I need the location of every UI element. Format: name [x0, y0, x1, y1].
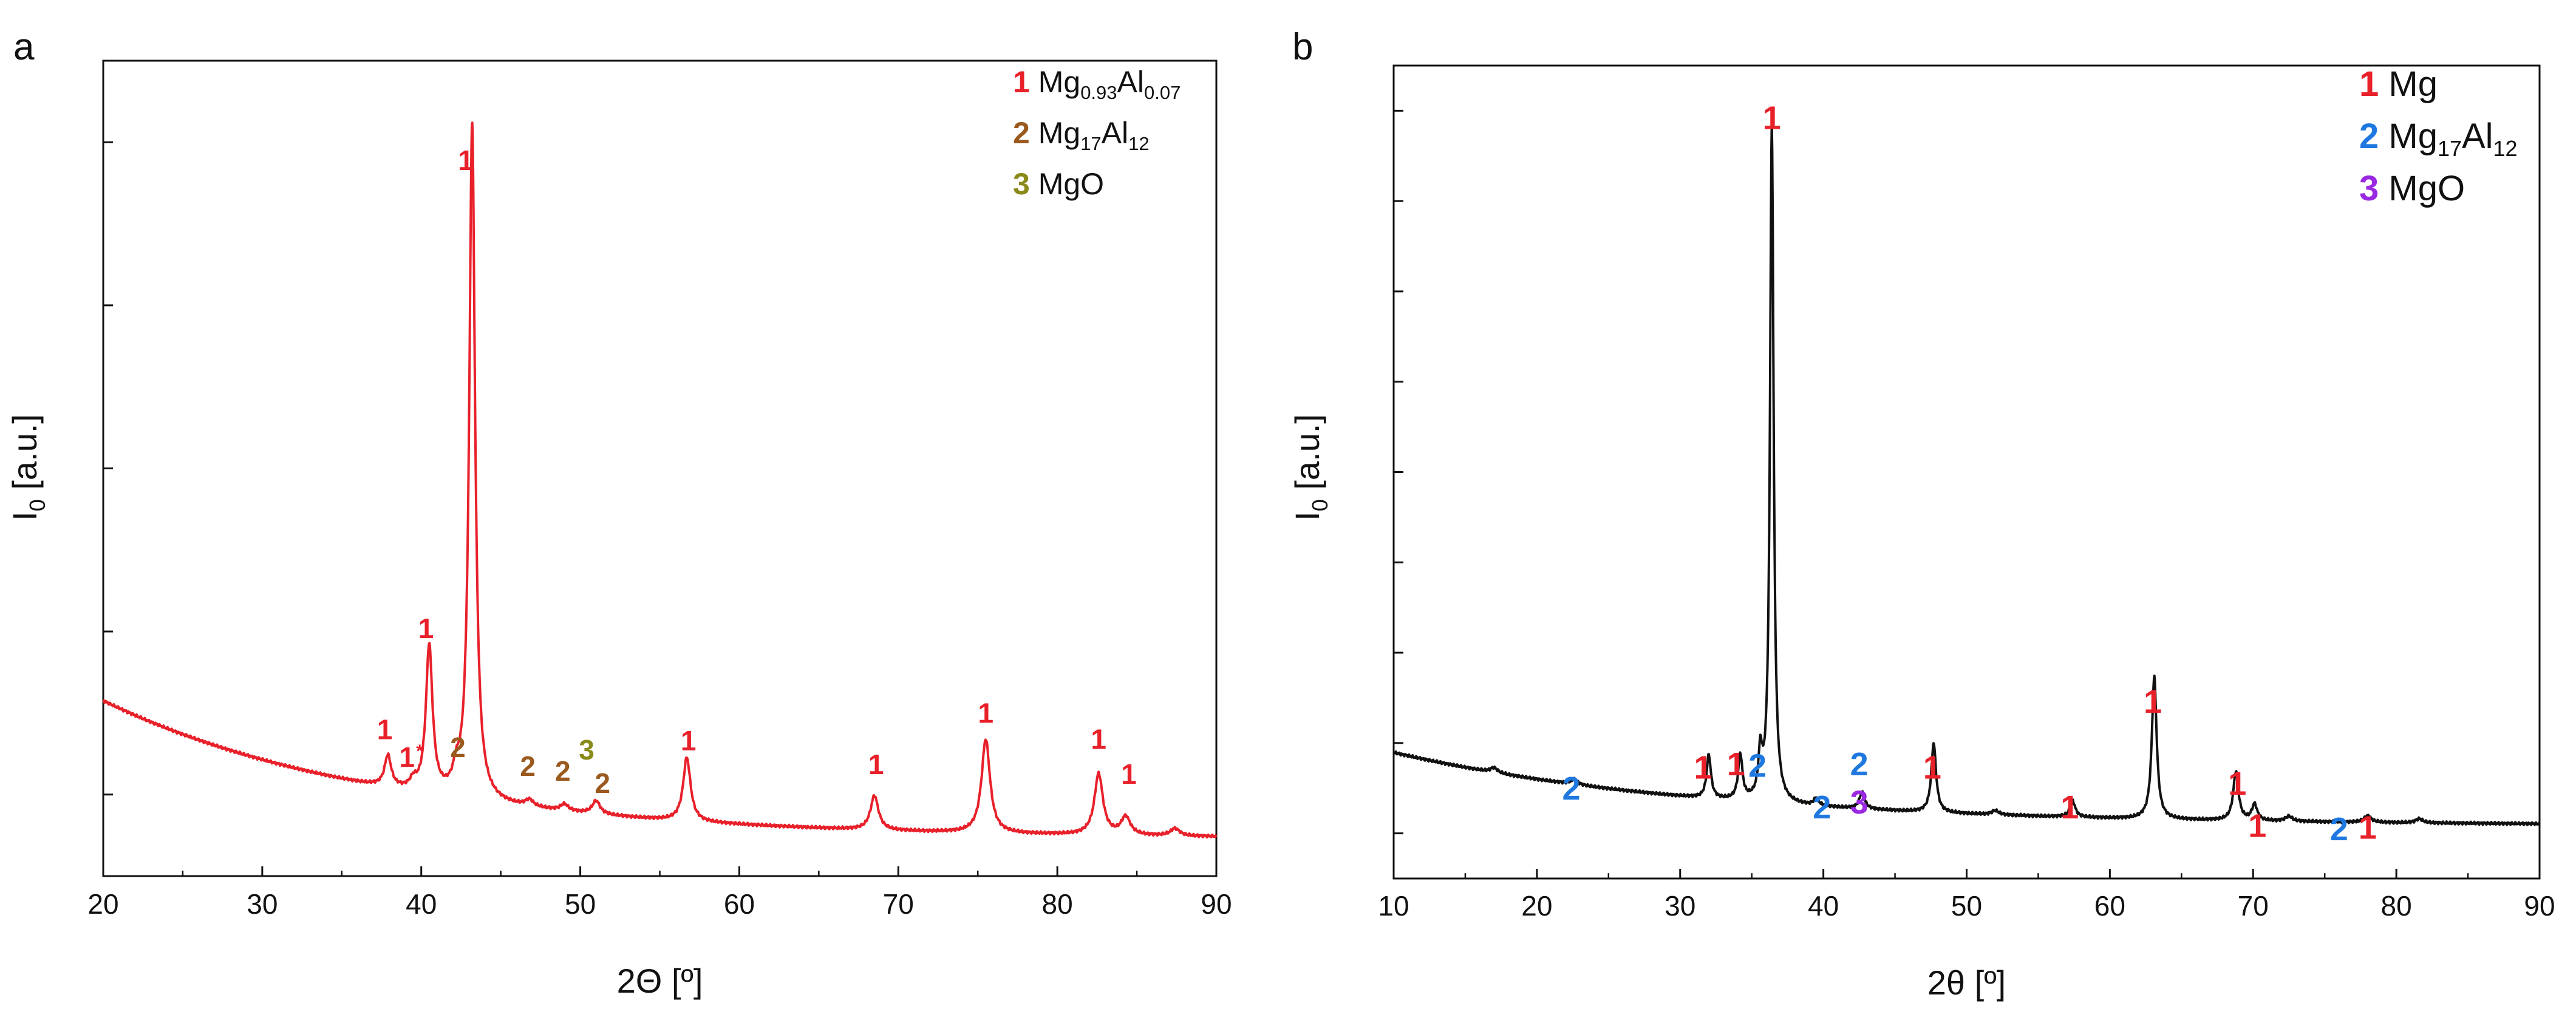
x-tick-label: 90	[2524, 890, 2555, 922]
x-tick-label: 60	[724, 888, 755, 920]
peak-label: *	[416, 741, 423, 761]
peak-label: 2	[1813, 789, 1831, 826]
legend-entry: 1 Mg	[2359, 64, 2438, 104]
peak-label: 2	[450, 732, 466, 763]
peak-label: 1	[2248, 808, 2266, 845]
peak-label: 1	[1923, 749, 1941, 786]
x-tick-label: 30	[1665, 890, 1695, 922]
peak-label: 1	[1091, 723, 1106, 755]
y-axis-label: I0 [a.u.]	[5, 414, 50, 521]
peak-label: 2	[595, 767, 610, 799]
peak-label: 2	[555, 755, 571, 787]
peak-label: 3	[1850, 784, 1869, 821]
peak-label: 1	[1694, 749, 1712, 786]
peak-label: 3	[579, 734, 595, 766]
panel-b-label: b	[1292, 26, 1313, 68]
legend-entry: 2 Mg17Al12	[2359, 117, 2518, 161]
x-axis-label: 2θ [º]	[1927, 964, 2006, 1002]
x-tick-label: 50	[565, 888, 596, 920]
peak-label: 1	[377, 713, 393, 745]
x-tick-label: 80	[1042, 888, 1073, 920]
x-tick-label: 70	[883, 888, 914, 920]
peak-label: 1	[868, 749, 884, 780]
x-tick-label: 70	[2238, 890, 2269, 922]
peak-label: 1	[1727, 746, 1745, 783]
x-tick-label: 60	[2094, 890, 2125, 922]
x-tick-label: 50	[1951, 890, 1982, 922]
peak-label: 1	[418, 613, 434, 644]
peak-label: 1	[1121, 758, 1137, 790]
panel-a-label: a	[13, 26, 35, 68]
x-tick-label: 30	[247, 888, 278, 920]
peak-label: 2	[1562, 770, 1580, 807]
peak-label: 2	[1850, 746, 1869, 783]
peak-label: 1	[458, 144, 474, 176]
x-tick-label: 80	[2381, 890, 2412, 922]
y-axis-label: I0 [a.u.]	[1288, 414, 1332, 521]
peak-label: 1	[2228, 766, 2246, 802]
legend-entry: 1 Mg0.93Al0.07	[1013, 65, 1181, 103]
peak-label: 1	[2359, 809, 2377, 846]
peak-label: 1	[978, 698, 994, 729]
xrd-series-line	[102, 121, 1218, 839]
x-tick-label: 90	[1201, 888, 1232, 920]
x-tick-label: 20	[87, 888, 118, 920]
peak-label: 1	[2144, 684, 2162, 720]
legend-entry: 2 Mg17Al12	[1013, 116, 1150, 154]
peak-label: 2	[2330, 811, 2348, 848]
peak-label: 1	[2060, 789, 2079, 826]
x-tick-label: 40	[406, 888, 437, 920]
x-axis-label: 2Θ [º]	[617, 962, 703, 1000]
peak-label: 1	[681, 725, 697, 756]
peak-label: 1	[399, 741, 415, 773]
x-tick-label: 20	[1521, 890, 1552, 922]
legend-entry: 3 MgO	[1013, 167, 1104, 201]
xrd-series-line	[1392, 121, 2541, 826]
peak-label: 1	[1763, 100, 1781, 136]
legend-entry: 3 MgO	[2359, 169, 2465, 208]
x-tick-label: 40	[1808, 890, 1839, 922]
peak-label: 2	[1748, 748, 1767, 784]
x-tick-label: 10	[1378, 890, 1409, 922]
peak-label: 2	[520, 750, 536, 782]
